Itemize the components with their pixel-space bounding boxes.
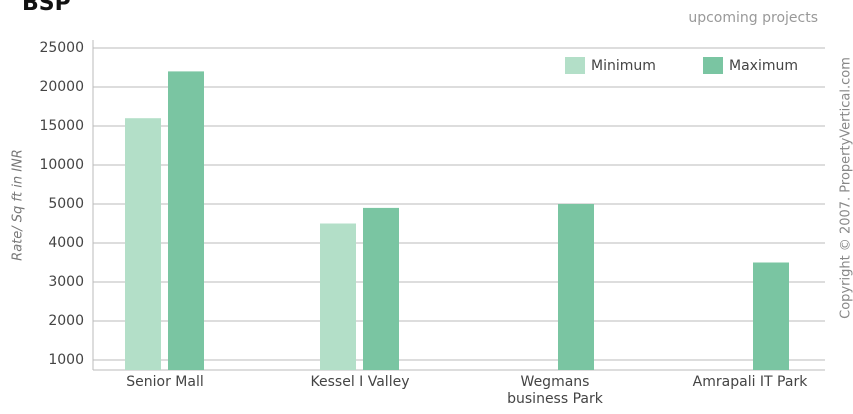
y-tick-label: 1000 xyxy=(48,352,84,368)
chart-subtitle: upcoming projects xyxy=(688,10,818,26)
chart-title: BSP xyxy=(22,0,71,16)
y-tick-label: 25000 xyxy=(39,40,84,56)
bar xyxy=(125,118,161,370)
legend-swatch xyxy=(703,57,723,74)
y-axis-label: Rate/ Sq ft in INR xyxy=(11,149,26,261)
legend-label: Maximum xyxy=(729,58,798,74)
x-tick-label: Senior Mall xyxy=(126,374,204,390)
bar xyxy=(168,71,204,371)
x-tick-label: Amrapali IT Park xyxy=(692,374,808,390)
y-tick-label: 20000 xyxy=(39,79,84,95)
y-tick-label: 4000 xyxy=(48,235,84,251)
x-tick-label: Kessel I Valley xyxy=(310,374,410,390)
y-tick-label: 10000 xyxy=(39,157,84,173)
legend-swatch xyxy=(565,57,585,74)
y-tick-label: 5000 xyxy=(48,196,84,212)
y-tick-label: 2000 xyxy=(48,313,84,329)
credit: Copyright © 2007. PropertyVertical.com xyxy=(839,57,853,319)
bar xyxy=(558,204,594,370)
bar xyxy=(753,262,789,370)
bar xyxy=(320,223,356,370)
bar xyxy=(363,207,399,370)
x-tick-label: Wegmans business Park xyxy=(507,374,603,407)
y-tick-label: 15000 xyxy=(39,118,84,134)
legend-label: Minimum xyxy=(591,58,656,74)
y-tick-label: 3000 xyxy=(48,274,84,290)
